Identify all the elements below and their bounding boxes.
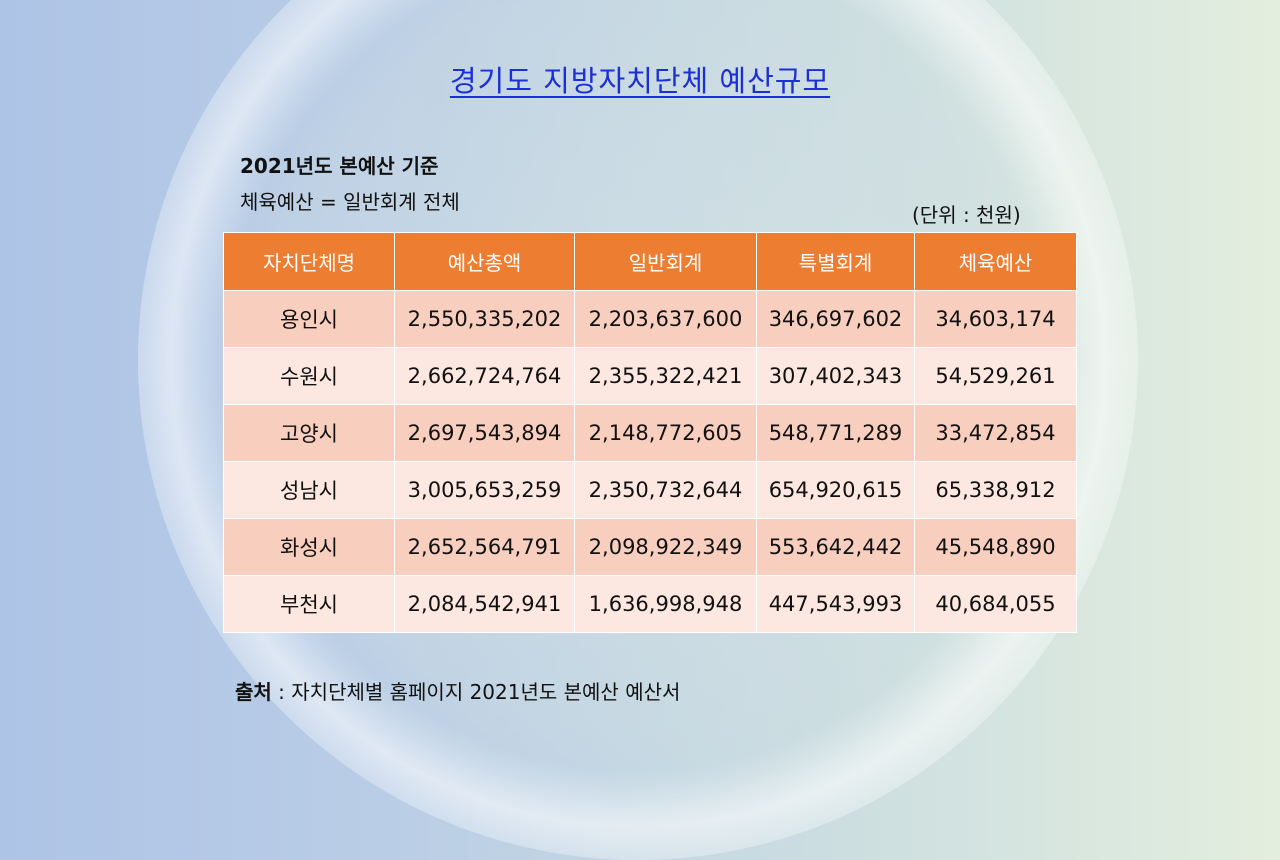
source-text: : 자치단체별 홈페이지 2021년도 본예산 예산서 — [271, 680, 681, 704]
cell-municipality: 부천시 — [223, 575, 395, 633]
header-general-account: 일반회계 — [574, 232, 757, 291]
cell-municipality: 성남시 — [223, 461, 395, 519]
cell-total-budget: 2,697,543,894 — [394, 404, 575, 462]
cell-total-budget: 2,550,335,202 — [394, 290, 575, 348]
cell-general-account: 2,148,772,605 — [574, 404, 757, 462]
cell-sports-budget: 34,603,174 — [914, 290, 1077, 348]
cell-sports-budget: 45,548,890 — [914, 518, 1077, 576]
cell-general-account: 2,355,322,421 — [574, 347, 757, 405]
header-municipality: 자치단체명 — [223, 232, 395, 291]
cell-municipality: 수원시 — [223, 347, 395, 405]
cell-municipality: 용인시 — [223, 290, 395, 348]
table-row: 고양시 2,697,543,894 2,148,772,605 548,771,… — [223, 404, 1077, 462]
cell-general-account: 2,350,732,644 — [574, 461, 757, 519]
page-title: 경기도 지방자치단체 예산규모 — [449, 64, 831, 98]
header-special-account: 특별회계 — [756, 232, 915, 291]
cell-municipality: 화성시 — [223, 518, 395, 576]
cell-total-budget: 2,662,724,764 — [394, 347, 575, 405]
cell-special-account: 307,402,343 — [756, 347, 915, 405]
cell-special-account: 654,920,615 — [756, 461, 915, 519]
subtitle-definition: 체육예산 = 일반회계 전체 — [240, 190, 460, 214]
cell-special-account: 548,771,289 — [756, 404, 915, 462]
table-row: 부천시 2,084,542,941 1,636,998,948 447,543,… — [223, 575, 1077, 633]
table-row: 용인시 2,550,335,202 2,203,637,600 346,697,… — [223, 290, 1077, 348]
source-note: 출처 : 자치단체별 홈페이지 2021년도 본예산 예산서 — [235, 676, 680, 705]
cell-special-account: 346,697,602 — [756, 290, 915, 348]
cell-special-account: 447,543,993 — [756, 575, 915, 633]
cell-sports-budget: 33,472,854 — [914, 404, 1077, 462]
subtitle-basis: 2021년도 본예산 기준 — [240, 154, 439, 178]
cell-total-budget: 3,005,653,259 — [394, 461, 575, 519]
cell-sports-budget: 65,338,912 — [914, 461, 1077, 519]
table-header-row: 자치단체명 예산총액 일반회계 특별회계 체육예산 — [223, 232, 1077, 291]
cell-municipality: 고양시 — [223, 404, 395, 462]
source-label: 출처 — [235, 680, 272, 704]
budget-table: 자치단체명 예산총액 일반회계 특별회계 체육예산 용인시 2,550,335,… — [223, 232, 1077, 633]
cell-general-account: 2,203,637,600 — [574, 290, 757, 348]
cell-general-account: 1,636,998,948 — [574, 575, 757, 633]
unit-label: (단위 : 천원) — [912, 203, 1021, 227]
header-sports-budget: 체육예산 — [914, 232, 1077, 291]
cell-total-budget: 2,652,564,791 — [394, 518, 575, 576]
table-row: 성남시 3,005,653,259 2,350,732,644 654,920,… — [223, 461, 1077, 519]
cell-special-account: 553,642,442 — [756, 518, 915, 576]
cell-sports-budget: 54,529,261 — [914, 347, 1077, 405]
cell-total-budget: 2,084,542,941 — [394, 575, 575, 633]
cell-sports-budget: 40,684,055 — [914, 575, 1077, 633]
table-row: 화성시 2,652,564,791 2,098,922,349 553,642,… — [223, 518, 1077, 576]
header-total-budget: 예산총액 — [394, 232, 575, 291]
cell-general-account: 2,098,922,349 — [574, 518, 757, 576]
table-row: 수원시 2,662,724,764 2,355,322,421 307,402,… — [223, 347, 1077, 405]
